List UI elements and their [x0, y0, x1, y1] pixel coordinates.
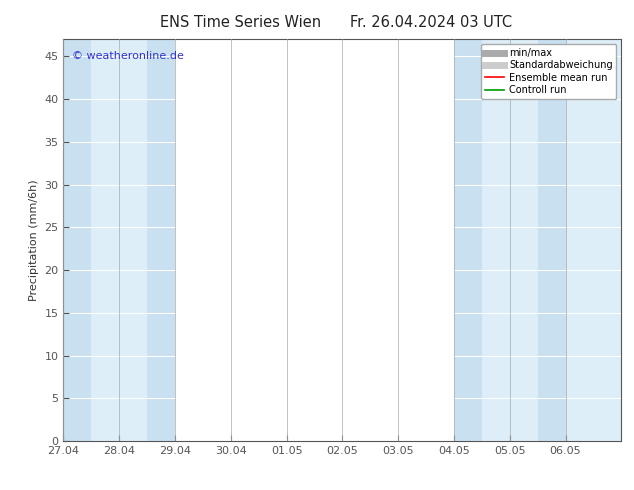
Bar [454, 39, 482, 441]
Bar [538, 39, 566, 441]
Legend: min/max, Standardabweichung, Ensemble mean run, Controll run: min/max, Standardabweichung, Ensemble me… [481, 44, 616, 99]
Y-axis label: Precipitation (mm/6h): Precipitation (mm/6h) [29, 179, 39, 301]
Text: © weatheronline.de: © weatheronline.de [72, 51, 184, 61]
Bar [147, 39, 175, 441]
Bar [63, 39, 91, 441]
Bar [566, 39, 621, 441]
Text: ENS Time Series Wien: ENS Time Series Wien [160, 15, 321, 30]
Text: Fr. 26.04.2024 03 UTC: Fr. 26.04.2024 03 UTC [350, 15, 512, 30]
Bar [119, 39, 175, 441]
Bar [510, 39, 566, 441]
Bar [454, 39, 510, 441]
Bar [63, 39, 119, 441]
